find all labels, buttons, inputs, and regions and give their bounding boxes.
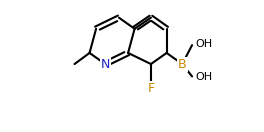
Text: OH: OH <box>195 39 213 50</box>
Text: OH: OH <box>195 72 213 82</box>
Text: F: F <box>147 82 154 95</box>
Text: N: N <box>101 58 110 70</box>
Text: B: B <box>178 58 187 70</box>
